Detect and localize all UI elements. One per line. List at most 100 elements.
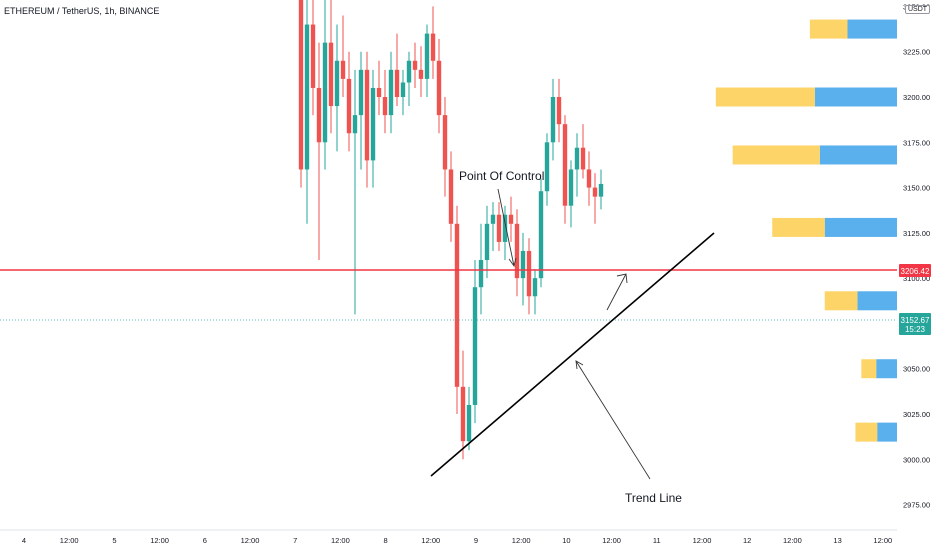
candle [322,0,328,170]
candle-body [340,60,346,79]
time-tick-label: 6 [203,536,207,545]
candle [418,46,424,97]
candle [478,223,484,315]
candle [364,51,370,188]
candle-body [532,278,538,297]
time-axis[interactable]: 4 12:00 5 12:00 6 12:00 7 12:00 8 12:00 9 12:00 10 12… [22,536,892,545]
time-tick-label: 12:00 [693,536,712,545]
candle [502,205,508,261]
breakout-arrow [606,273,628,311]
candle-body [346,78,352,134]
candle [460,350,466,460]
candle-body [400,82,406,97]
candle [442,97,448,197]
candle [340,15,346,97]
vp-sell-bar [861,359,877,379]
candle [394,33,400,107]
time-tick-label: 12:00 [60,536,79,545]
vp-sell-bar [715,87,815,107]
candle-body [592,187,598,197]
price-tick-label: 2975.00 [903,501,930,510]
candle-body [508,214,514,224]
candle [526,238,532,315]
candle-body [424,33,430,79]
vp-sell-bar [732,145,820,165]
trend-arrow [575,360,651,480]
vp-sell-bar [809,19,848,39]
candle [346,51,352,152]
candle-body [352,115,358,134]
candle [370,69,376,188]
vp-buy-bar [877,422,897,442]
symbol-header[interactable]: ETHEREUM / TetherUS, 1h, BINANCE [4,6,160,16]
candle [496,202,502,251]
candle [352,69,358,315]
candle [382,69,388,134]
candle-body [568,169,574,206]
last-price-badge: 3152.67 15:23 [899,313,931,335]
candle-body [430,33,436,61]
trend-annotation: Trend Line [625,491,682,505]
price-tick-label: 3025.00 [903,410,930,419]
candle-body [472,287,478,405]
vp-sell-bar [855,422,878,442]
candle [316,42,322,261]
candle [448,151,454,242]
candle [592,173,598,224]
candle [334,24,340,152]
candle [556,78,562,143]
candle-body [310,24,316,88]
time-tick-label: 12:00 [783,536,802,545]
candle-body [478,260,484,288]
candle-body [322,42,328,143]
candle-body [388,69,394,116]
last-price-label: 3152.67 [901,316,930,325]
candle [514,209,520,297]
candle-body [448,169,454,224]
time-tick-label: 12:00 [150,536,169,545]
candle-body [538,191,544,279]
price-tick-label: 3100.00 [903,274,930,283]
candle [388,51,394,134]
candle-body [412,60,418,70]
candle-body [328,42,334,107]
price-tick-label: 3150.00 [903,184,930,193]
price-tick-label: 3200.00 [903,93,930,102]
time-tick-label: 12 [743,536,751,545]
candle-body [418,69,424,79]
time-tick-label: 11 [653,536,661,545]
candle-body [364,69,370,161]
trend-line[interactable] [430,232,715,477]
candle-body [586,169,592,188]
candle [406,51,412,107]
time-tick-label: 10 [562,536,570,545]
candle-body [436,60,442,116]
volume-profile [715,19,897,442]
time-tick-label: 12:00 [421,536,440,545]
time-tick-label: 12:00 [331,536,350,545]
candle-body [382,97,388,116]
candle-body [598,183,604,197]
time-tick-label: 9 [474,536,478,545]
candle [472,260,478,424]
candle-body [562,124,568,206]
candle-body [376,87,382,97]
candle [436,39,442,134]
vp-buy-bar [824,217,897,237]
candle [538,178,544,288]
time-tick-label: 13 [833,536,841,545]
candle-body [550,97,556,143]
candle [490,202,496,251]
price-tick-label: 3225.00 [903,48,930,57]
candle-body [466,404,472,442]
time-tick-label: 12:00 [512,536,531,545]
time-tick-label: 12:00 [873,536,892,545]
candle [454,205,460,415]
candle [550,78,556,161]
candle [310,0,316,116]
time-tick-label: 12:00 [602,536,621,545]
currency-badge[interactable]: USDT [905,5,931,14]
price-axis[interactable]: 2975.003000.003025.003050.003075.003100.… [903,2,930,509]
